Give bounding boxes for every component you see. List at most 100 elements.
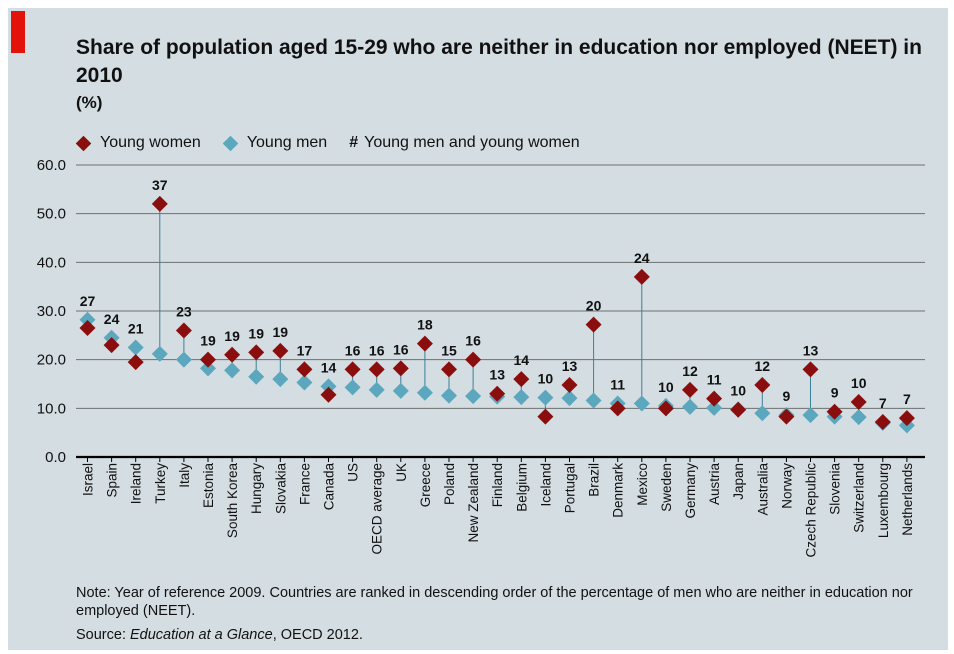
total-data-label: 13 (803, 342, 819, 358)
young-women-point (151, 195, 168, 212)
x-tick-label: UK (394, 463, 409, 482)
x-tick-label: Finland (490, 463, 505, 507)
young-men-point (585, 392, 602, 409)
x-tick-label: Australia (755, 463, 770, 516)
young-women-point (706, 390, 723, 407)
x-tick-label: Slovakia (273, 463, 288, 515)
young-women-point (537, 408, 554, 425)
young-women-point (200, 351, 216, 368)
young-men-point (633, 395, 650, 412)
y-tick-label: 10.0 (37, 400, 66, 417)
total-data-label: 16 (393, 341, 409, 357)
y-tick-label: 50.0 (37, 206, 66, 223)
x-tick-label: US (346, 463, 361, 482)
young-women-point (489, 385, 506, 402)
x-tick-label: Belgium (514, 463, 529, 512)
young-men-point (79, 311, 96, 328)
total-data-label: 10 (538, 371, 554, 387)
total-data-label: 27 (80, 293, 96, 309)
total-data-label: 21 (128, 321, 144, 337)
young-women-point (754, 376, 771, 393)
young-women-point (296, 361, 313, 378)
young-women-point (103, 337, 120, 354)
young-men-point (392, 382, 409, 399)
young-men-point (682, 398, 698, 415)
total-data-label: 13 (562, 358, 578, 374)
young-women-point (633, 268, 650, 285)
y-tick-label: 0.0 (45, 449, 66, 466)
young-women-point (850, 394, 867, 411)
young-men-point (175, 351, 192, 368)
total-data-label: 16 (465, 333, 481, 349)
source-title: Education at a Glance (130, 627, 273, 643)
young-men-point (802, 407, 819, 424)
x-tick-label: Norway (779, 463, 794, 509)
x-tick-label: South Korea (225, 463, 240, 539)
x-tick-label: Austria (707, 463, 722, 506)
young-men-point (224, 362, 241, 379)
total-data-label: 16 (369, 342, 385, 358)
chart-source: Source: Education at a Glance, OECD 2012… (76, 627, 363, 643)
total-data-label: 19 (273, 324, 289, 340)
source-prefix: Source: (76, 627, 130, 643)
young-women-point (561, 376, 578, 393)
legend-label-total: Young men and young women (364, 134, 580, 151)
total-data-label: 14 (321, 359, 337, 375)
total-data-label: 9 (783, 388, 791, 404)
total-data-label: 12 (755, 358, 771, 374)
young-men-point (706, 399, 723, 416)
young-women-point (79, 320, 96, 337)
x-tick-label: Estonia (201, 463, 216, 509)
x-tick-label: Slovenia (828, 463, 843, 515)
young-men-point (344, 379, 361, 396)
young-women-point (609, 400, 626, 417)
y-tick-label: 40.0 (37, 254, 66, 271)
x-tick-label: Iceland (538, 463, 553, 507)
young-women-point (320, 386, 337, 403)
x-tick-label: Luxembourg (876, 463, 891, 538)
source-suffix: , OECD 2012. (272, 627, 363, 643)
chart-note: Note: Year of reference 2009. Countries … (76, 585, 913, 619)
young-women-point (513, 371, 530, 388)
total-data-label: 7 (879, 395, 887, 411)
young-women-point (416, 335, 433, 352)
total-data-label: 10 (730, 382, 746, 398)
young-men-point (513, 389, 530, 406)
total-data-label: 19 (248, 325, 264, 341)
total-data-label: 9 (831, 385, 839, 401)
total-data-label: 11 (707, 372, 722, 388)
y-tick-label: 30.0 (37, 303, 66, 320)
total-data-label: 19 (200, 333, 216, 349)
x-tick-label: Poland (442, 463, 457, 505)
total-data-label: 13 (489, 367, 505, 383)
legend-label-women: Young women (100, 134, 201, 151)
young-men-point (368, 381, 385, 398)
total-data-label: 18 (417, 317, 433, 333)
young-men-point (850, 409, 867, 426)
young-women-point (272, 342, 289, 359)
legend-item-men: Young men (222, 134, 327, 152)
x-tick-label: Portugal (563, 463, 578, 513)
total-data-label: 20 (586, 298, 602, 314)
x-tick-label: OECD average (370, 463, 385, 555)
young-men-point (537, 389, 554, 406)
x-tick-label: Greece (418, 463, 433, 507)
young-women-point (175, 322, 192, 339)
young-women-point (802, 361, 819, 378)
young-women-point (465, 351, 482, 368)
total-data-label: 10 (851, 375, 867, 391)
young-men-point (296, 374, 313, 391)
young-women-point (657, 400, 674, 417)
young-men-point (272, 371, 289, 388)
chart-title: Share of population aged 15-29 who are n… (76, 36, 922, 87)
young-women-point (898, 410, 915, 427)
x-tick-label: Czech Republic (804, 463, 819, 558)
young-men-point (441, 387, 457, 404)
young-women-point (368, 361, 385, 378)
total-data-label: 10 (658, 379, 674, 395)
young-men-point (754, 405, 771, 422)
young-women-point (874, 413, 891, 430)
young-men-point (465, 388, 482, 405)
chart-legend: Young women Young men # Young men and yo… (75, 134, 602, 152)
